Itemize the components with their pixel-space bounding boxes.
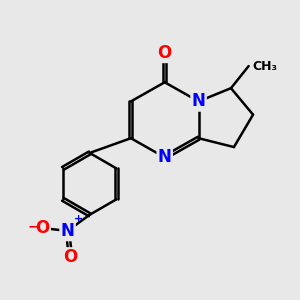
Text: −: − — [27, 220, 39, 234]
Text: CH₃: CH₃ — [252, 60, 277, 73]
Text: N: N — [61, 222, 74, 240]
Text: +: + — [74, 214, 83, 224]
Text: N: N — [158, 148, 172, 166]
Text: O: O — [35, 219, 50, 237]
Text: N: N — [192, 92, 206, 110]
Text: O: O — [63, 248, 78, 266]
Text: O: O — [158, 44, 172, 62]
